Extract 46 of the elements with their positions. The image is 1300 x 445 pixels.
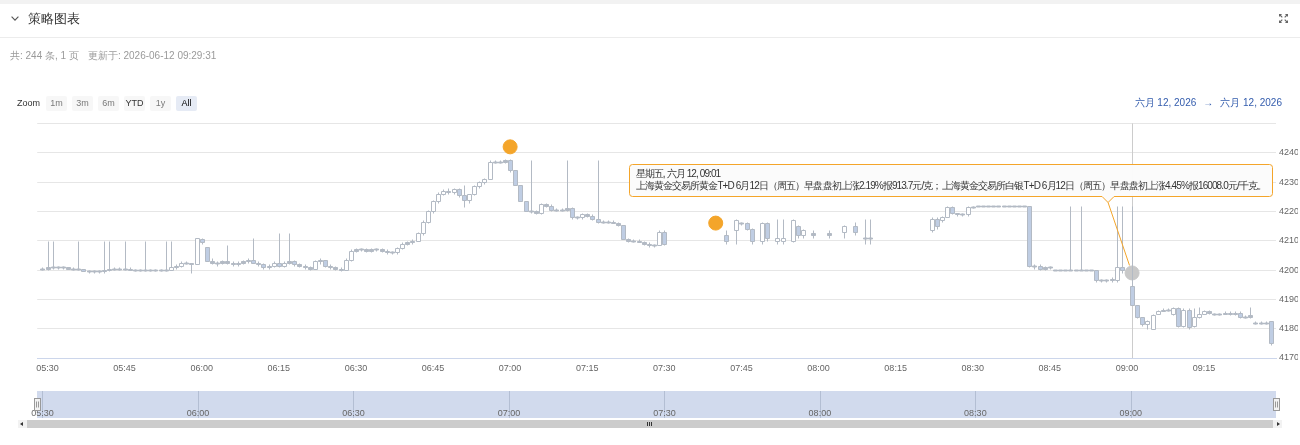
x-tick-label: 06:00 (190, 362, 213, 373)
annotation: 星期五, 六月 12, 09:01 上海黄金交易所黄金T+D 6月12日（周五）早盘盘初上涨2.19%报913.7元/克；上海黄金交易所白银T+D 6月12日（周五）早盘盘初上涨4.45%报16008.0元/千克。 (635, 168, 1267, 192)
x2-tick-label: 07:00 (497, 407, 521, 418)
x-tick-label: 06:15 (267, 362, 291, 373)
text: 六月 12, 2026 (1134, 97, 1197, 109)
x2-tick-label: 07:30 (653, 407, 676, 418)
text: 共: 244 条, 1 页 (10, 50, 79, 62)
x-tick-label: 08:15 (884, 362, 907, 373)
x-tick-label: 06:45 (421, 362, 445, 373)
x-tick-label: 07:45 (730, 362, 753, 373)
text: 6m (98, 96, 119, 111)
text: 六月 12, 2026 (1220, 97, 1282, 109)
candlestick (724, 230, 729, 245)
chart-title: 策略图表 (28, 11, 80, 26)
x2-tick-label: 08:00 (808, 407, 832, 418)
candlestick (811, 230, 816, 239)
x-tick-label: 09:15 (1192, 362, 1216, 373)
x2-tick-label: 06:00 (186, 407, 210, 418)
x2-tick-label: 08:30 (964, 407, 987, 418)
x-tick-label: 07:30 (653, 362, 676, 373)
text: → (1203, 97, 1214, 109)
point (502, 139, 518, 155)
x-tick-label: 09:00 (1115, 362, 1139, 373)
point (1124, 265, 1140, 281)
y-tick-label: 4190 (1279, 293, 1300, 304)
candlestick (827, 230, 832, 239)
text: 1m (46, 96, 67, 111)
x-tick-label: 06:30 (344, 362, 368, 373)
text: 3m (72, 96, 93, 111)
x-tick-label: 08:45 (1038, 362, 1062, 373)
x-tick-label: 08:00 (807, 362, 830, 373)
x-tick-label: 07:15 (575, 362, 599, 373)
text: 更新于: 2026-06-12 09:29:31 (87, 50, 217, 62)
text: YTD (124, 96, 145, 111)
x-tick-label: 07:00 (498, 362, 522, 373)
text: All (176, 96, 197, 111)
text: 1y (150, 96, 171, 111)
candlestick (842, 225, 847, 239)
x-tick-label: 08:30 (961, 362, 984, 373)
x-tick-label: 05:30 (36, 362, 59, 373)
text: Zoom (17, 98, 41, 109)
x2-tick-label: 09:00 (1119, 407, 1143, 418)
point (708, 215, 724, 231)
x-tick-label: 05:45 (113, 362, 136, 373)
candlestick (853, 222, 858, 236)
x2-tick-label: 06:30 (342, 407, 365, 418)
